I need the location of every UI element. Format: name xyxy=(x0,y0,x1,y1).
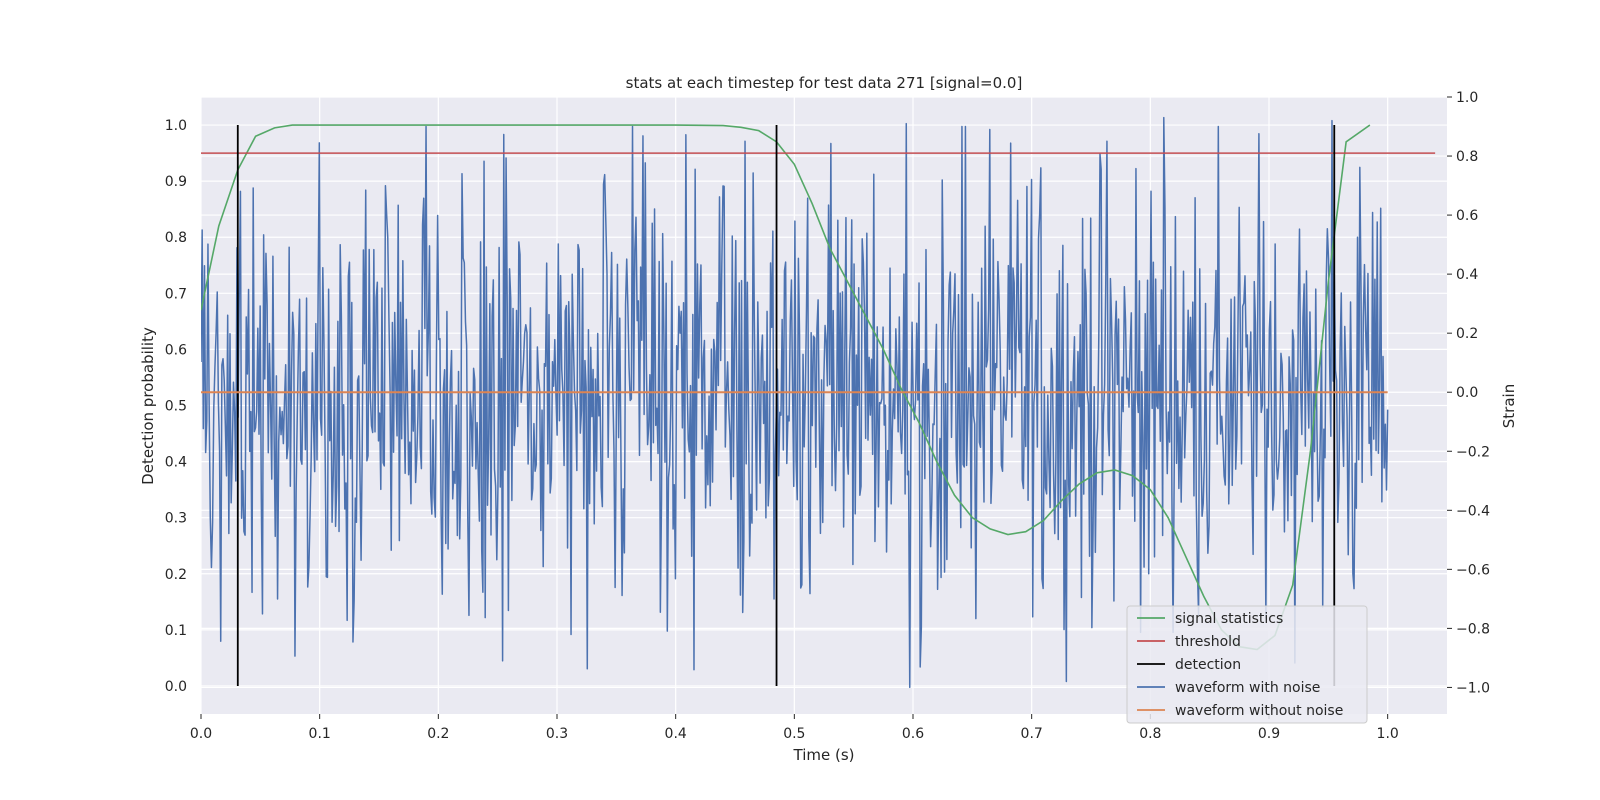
y-tick-label: 0.4 xyxy=(165,455,187,471)
x-tick-label: 0.6 xyxy=(902,726,924,742)
y2-tick-label: −0.6 xyxy=(1456,562,1490,578)
x-tick-label: 1.0 xyxy=(1377,726,1399,742)
legend: signal statistics threshold detection wavef… xyxy=(1127,606,1367,723)
y-tick-label: 0.1 xyxy=(165,623,187,639)
x-tick-label: 0.8 xyxy=(1139,726,1161,742)
y2-tick-label: −0.4 xyxy=(1456,503,1490,519)
y2-tick-label: −0.2 xyxy=(1456,444,1490,460)
legend-label: signal statistics xyxy=(1175,611,1283,627)
legend-label: threshold xyxy=(1175,634,1241,650)
y2-tick-label: 0.0 xyxy=(1456,385,1478,401)
x-tick-label: 0.7 xyxy=(1021,726,1043,742)
x-tick-label: 0.9 xyxy=(1258,726,1280,742)
y2-tick-label: 0.8 xyxy=(1456,149,1478,165)
x-tick-label: 0.0 xyxy=(190,726,212,742)
x-tick-label: 0.4 xyxy=(665,726,687,742)
x-tick-label: 0.5 xyxy=(783,726,805,742)
y2-tick-label: 0.4 xyxy=(1456,267,1478,283)
y2-tick-label: −0.8 xyxy=(1456,621,1490,637)
y-tick-label: 0.9 xyxy=(165,174,187,190)
chart-title: stats at each timestep for test data 271… xyxy=(626,74,1023,92)
y-tick-label: 0.7 xyxy=(165,286,187,302)
x-axis-label: Time (s) xyxy=(793,746,855,764)
legend-label: detection xyxy=(1175,657,1241,673)
y-tick-label: 0.6 xyxy=(165,342,187,358)
y-tick-label: 1.0 xyxy=(165,118,187,134)
legend-label: waveform without noise xyxy=(1175,703,1343,719)
y-tick-label: 0.2 xyxy=(165,567,187,583)
y-axis-label: Detection probability xyxy=(139,327,157,485)
y2-tick-label: 1.0 xyxy=(1456,90,1478,106)
chart: 0.0 0.1 0.2 0.3 0.4 0.5 0.6 0.7 0.8 0.9 1.0 0.0 0.1 0… xyxy=(0,0,1600,800)
legend-label: waveform with noise xyxy=(1175,680,1320,696)
y2-tick-label: 0.6 xyxy=(1456,208,1478,224)
x-tick-label: 0.2 xyxy=(427,726,449,742)
y-tick-label: 0.5 xyxy=(165,399,187,415)
x-tick-label: 0.3 xyxy=(546,726,568,742)
y2-tick-label: 0.2 xyxy=(1456,326,1478,342)
y-tick-label: 0.8 xyxy=(165,230,187,246)
y2-tick-label: −1.0 xyxy=(1456,680,1490,696)
y2-axis-label: Strain xyxy=(1500,384,1518,428)
x-tick-label: 0.1 xyxy=(309,726,331,742)
y-tick-label: 0.0 xyxy=(165,679,187,695)
y-tick-label: 0.3 xyxy=(165,511,187,527)
